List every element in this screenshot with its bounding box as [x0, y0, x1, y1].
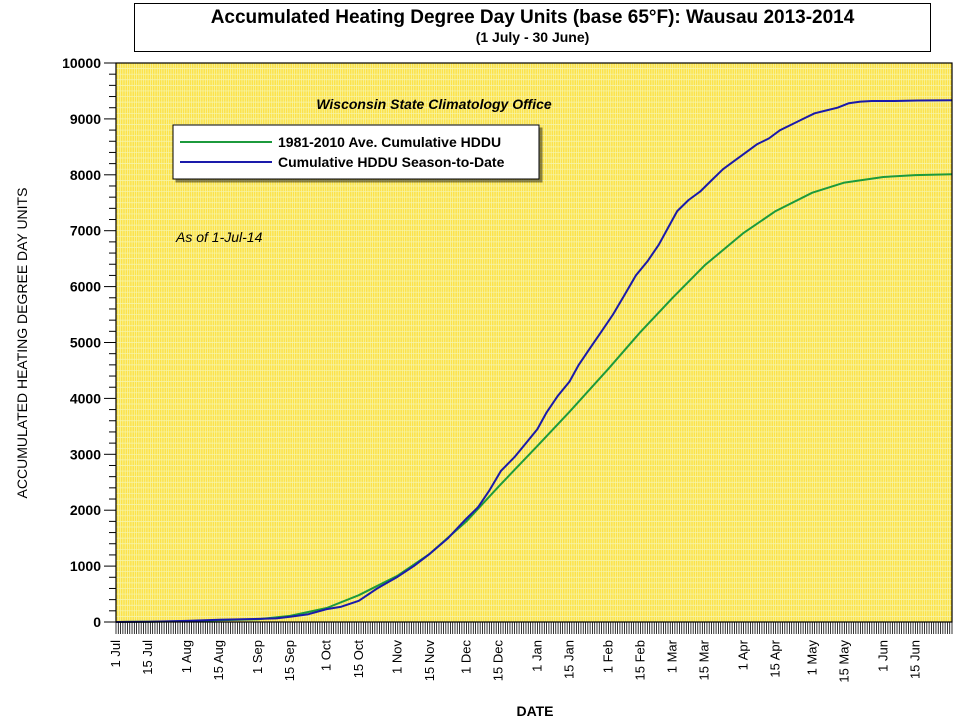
axis-layer: 0 1000 2000 3000 4000 5000 6000 7000 8000 9000 100…: [62, 55, 953, 683]
x-tick-label: 15 Nov: [422, 640, 437, 682]
series-layer: [115, 99, 953, 623]
y-tick-label: 1000: [70, 558, 101, 574]
y-axis-title: ACCUMULATED HEATING DEGREE DAY UNITS: [14, 188, 30, 499]
x-tick-label: 1 Dec: [458, 640, 473, 674]
y-tick-label: 3000: [70, 446, 101, 462]
x-tick-label: 1 Sep: [250, 640, 265, 674]
as-of-annotation: As of 1-Jul-14: [175, 229, 263, 245]
x-tick-label: 15 Oct: [351, 640, 366, 679]
x-tick-label: 15 Apr: [768, 639, 783, 677]
chart-title: Accumulated Heating Degree Day Units (ba…: [210, 7, 855, 28]
x-tick-label: 1 Feb: [600, 640, 615, 673]
x-axis-title: DATE: [516, 703, 553, 719]
legend-box: [172, 124, 540, 180]
x-tick-label: 15 Sep: [282, 640, 297, 681]
x-tick-label: 15 Jun: [907, 640, 922, 679]
y-tick-label: 9000: [70, 111, 101, 127]
y-tick-label: 0: [93, 614, 101, 630]
legend: 1981-2010 Ave. Cumulative HDDU Cumulativ…: [172, 124, 540, 180]
chart-title-box: Accumulated Heating Degree Day Units (ba…: [134, 3, 931, 52]
x-tick-label: 1 Mar: [665, 639, 680, 673]
y-tick-label: 5000: [70, 335, 101, 351]
x-tick-label: 1 Apr: [736, 639, 751, 670]
legend-label-season: Cumulative HDDU Season-to-Date: [278, 154, 505, 170]
y-tick-label: 8000: [70, 167, 101, 183]
chart-subtitle: (1 July - 30 June): [475, 29, 590, 45]
x-tick-label: 15 May: [836, 640, 851, 683]
x-tick-label: 1 Nov: [390, 640, 405, 674]
x-tick-label: 1 Jan: [529, 640, 544, 672]
x-tick-label: 1 Aug: [179, 640, 194, 673]
source-annotation: Wisconsin State Climatology Office: [316, 96, 552, 112]
series-line-season: [115, 99, 953, 623]
x-tick-label: 15 Aug: [211, 640, 226, 681]
y-tick-label: 10000: [62, 55, 101, 71]
x-tick-label: 15 Dec: [490, 640, 505, 682]
x-tick-label: 15 Feb: [633, 640, 648, 680]
x-tick-label: 1 Oct: [319, 640, 334, 671]
x-tick-label: 15 Mar: [697, 639, 712, 680]
x-tick-label: 15 Jan: [562, 640, 577, 679]
x-tick-label: 1 May: [804, 640, 819, 676]
x-tick-label: 1 Jun: [875, 640, 890, 672]
y-tick-label: 7000: [70, 223, 101, 239]
y-tick-label: 6000: [70, 279, 101, 295]
legend-label-average: 1981-2010 Ave. Cumulative HDDU: [278, 134, 501, 150]
x-tick-label: 1 Jul: [108, 640, 123, 668]
y-tick-label: 2000: [70, 502, 101, 518]
y-tick-label: 4000: [70, 390, 101, 406]
x-tick-label: 15 Jul: [140, 640, 155, 675]
